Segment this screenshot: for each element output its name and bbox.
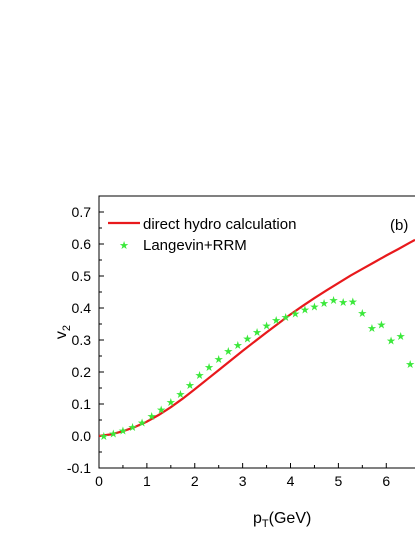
data-point-langevin: ★ bbox=[242, 332, 252, 345]
y-tick-label: 0.5 bbox=[72, 268, 92, 284]
data-point-langevin: ★ bbox=[310, 300, 320, 313]
data-point-langevin: ★ bbox=[252, 326, 262, 339]
x-tick-label: 2 bbox=[191, 473, 199, 489]
data-point-langevin: ★ bbox=[281, 311, 291, 324]
data-point-langevin: ★ bbox=[377, 319, 387, 332]
data-point-langevin: ★ bbox=[128, 421, 138, 434]
data-point-langevin: ★ bbox=[233, 339, 243, 352]
y-tick-label: -0.1 bbox=[67, 460, 91, 476]
data-point-langevin: ★ bbox=[396, 330, 406, 343]
marker-layer: ★ ★ ★ ★ ★ ★★★★★★★★★ ★ ★ ★ ★ ★ ★ ★ ★ ★ ★ ★ ★ ★★★ ★★ ★★ bbox=[99, 294, 415, 443]
data-point-langevin: ★ bbox=[348, 296, 358, 309]
data-point-langevin: ★ bbox=[137, 417, 147, 430]
data-point-langevin: ★ bbox=[118, 425, 128, 438]
y-tick-label: 0.1 bbox=[72, 396, 92, 412]
data-point-langevin: ★ bbox=[290, 307, 300, 320]
x-axis-title: pT(GeV) bbox=[253, 510, 311, 530]
data-point-langevin: ★ bbox=[329, 294, 339, 307]
data-point-langevin: ★ bbox=[99, 430, 109, 443]
y-tick-label: 0.4 bbox=[72, 300, 92, 316]
data-point-langevin: ★ bbox=[405, 358, 415, 371]
legend: direct hydro calculation ★ Langevin+RRM bbox=[108, 216, 296, 254]
data-point-langevin: ★ bbox=[195, 369, 205, 382]
legend-label-langevin: Langevin+RRM bbox=[143, 237, 247, 254]
x-tick-label: 6 bbox=[382, 473, 390, 489]
data-point-langevin: ★ bbox=[338, 296, 348, 309]
data-point-langevin: ★ bbox=[166, 396, 176, 409]
data-point-langevin: ★ bbox=[357, 307, 367, 320]
data-point-langevin: ★ bbox=[214, 353, 224, 366]
y-tick-label: 0.2 bbox=[72, 364, 92, 380]
data-point-langevin: ★ bbox=[223, 345, 233, 358]
series-line-hydro bbox=[99, 238, 415, 438]
legend-label-hydro: direct hydro calculation bbox=[143, 216, 296, 233]
x-tick-label: 4 bbox=[287, 473, 295, 489]
x-tick-label: 5 bbox=[334, 473, 342, 489]
legend-swatch-langevin: ★ bbox=[119, 239, 129, 252]
y-tick-label: 0.3 bbox=[72, 332, 92, 348]
x-tick-label: 0 bbox=[95, 473, 103, 489]
plot-frame bbox=[98, 195, 415, 469]
data-point-langevin: ★ bbox=[271, 314, 281, 327]
y-tick-label: 0.6 bbox=[72, 236, 92, 252]
y-tick-label: 0.7 bbox=[72, 204, 92, 220]
axes: 0 1 2 3 4 5 6 -0.1 0.0 0.1 0.2 0.3 0.4 0.5 0.6 0.7 bbox=[67, 204, 390, 489]
data-point-langevin: ★ bbox=[108, 427, 118, 440]
y-tick-label: 0.0 bbox=[72, 428, 92, 444]
data-point-langevin: ★ bbox=[319, 297, 329, 310]
data-point-langevin: ★ bbox=[204, 361, 214, 374]
data-point-langevin: ★ bbox=[175, 388, 185, 401]
data-point-langevin: ★ bbox=[367, 322, 377, 335]
y-axis-title: v2 bbox=[53, 325, 73, 339]
panel-label: (b) bbox=[390, 217, 408, 234]
x-tick-label: 3 bbox=[239, 473, 247, 489]
data-point-langevin: ★ bbox=[386, 335, 396, 348]
data-point-langevin: ★ bbox=[262, 320, 272, 333]
series-layer bbox=[99, 238, 415, 438]
data-point-langevin: ★ bbox=[147, 410, 157, 423]
data-point-langevin: ★ bbox=[156, 403, 166, 416]
data-point-langevin: ★ bbox=[185, 379, 195, 392]
data-point-langevin: ★ bbox=[300, 304, 310, 317]
x-tick-label: 1 bbox=[143, 473, 151, 489]
